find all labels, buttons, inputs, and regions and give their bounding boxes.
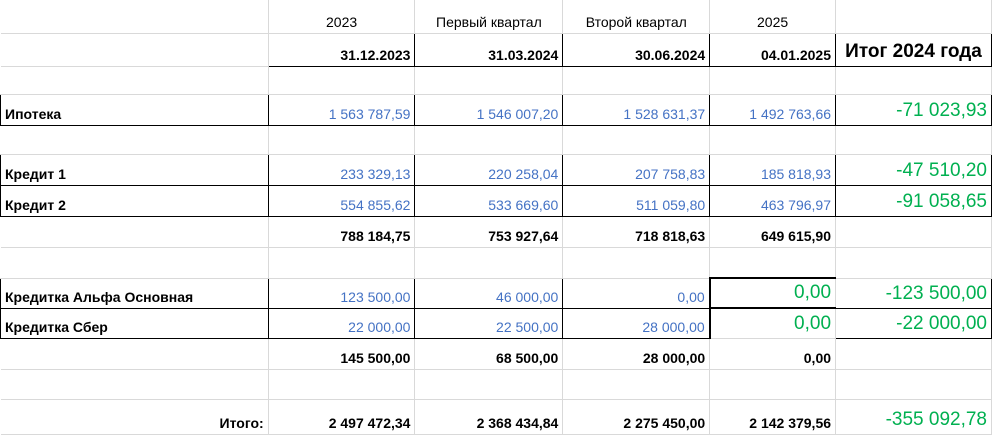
header-year-2023[interactable]: 2023: [268, 0, 416, 34]
subtotal-cell[interactable]: 788 184,75: [268, 216, 416, 248]
grand-total-cell[interactable]: 2 275 450,00: [562, 399, 711, 435]
row-label-card-alfa[interactable]: Кредитка Альфа Основная: [0, 277, 269, 309]
date-header[interactable]: 31.12.2023: [267, 32, 416, 67]
cell[interactable]: [0, 0, 269, 34]
grand-total-label[interactable]: Итого:: [0, 399, 269, 435]
row-label-credit-1[interactable]: Кредит 1: [0, 153, 269, 186]
grand-total-result[interactable]: -355 092,78: [835, 399, 992, 435]
cell[interactable]: [709, 66, 837, 95]
value-cell[interactable]: 533 669,60: [414, 184, 564, 217]
cell[interactable]: [0, 66, 269, 95]
value-cell[interactable]: 463 796,97: [709, 184, 837, 217]
cell[interactable]: [414, 369, 564, 400]
result-cell[interactable]: -22 000,00: [835, 307, 992, 339]
row-label-card-sber[interactable]: Кредитка Сбер: [0, 307, 269, 339]
date-header[interactable]: 30.06.2024: [562, 32, 711, 67]
result-cell[interactable]: -47 510,20: [835, 153, 992, 186]
subtotal-cell[interactable]: 753 927,64: [414, 216, 564, 248]
cell[interactable]: [835, 0, 992, 34]
value-cell[interactable]: 46 000,00: [414, 277, 564, 309]
cell[interactable]: [562, 247, 711, 279]
subtotal-cell[interactable]: 649 615,90: [709, 216, 837, 248]
cell[interactable]: [268, 247, 416, 279]
cell[interactable]: [835, 216, 992, 248]
value-cell-selected[interactable]: 0,00: [708, 277, 837, 309]
value-cell[interactable]: 207 758,83: [562, 153, 711, 186]
value-cell[interactable]: 123 500,00: [267, 277, 416, 309]
cell[interactable]: [709, 125, 837, 155]
cell[interactable]: [835, 247, 992, 279]
value-cell[interactable]: 0,00: [562, 277, 711, 309]
header-year-2025[interactable]: 2025: [709, 0, 837, 34]
cell[interactable]: [0, 247, 269, 279]
value-cell[interactable]: 22 500,00: [414, 307, 564, 339]
subtotal-cell[interactable]: 718 818,63: [562, 216, 711, 248]
value-cell[interactable]: 28 000,00: [562, 307, 711, 339]
value-cell[interactable]: 233 329,13: [267, 153, 416, 186]
value-cell[interactable]: 220 258,04: [414, 153, 564, 186]
cell[interactable]: [0, 369, 269, 400]
header-q2[interactable]: Второй квартал: [562, 0, 711, 34]
cell[interactable]: [562, 369, 711, 400]
subtotal-cell[interactable]: 68 500,00: [414, 338, 564, 370]
subtotal-cell[interactable]: 145 500,00: [268, 338, 416, 370]
cell[interactable]: [835, 369, 992, 400]
cell[interactable]: [0, 33, 269, 67]
value-cell[interactable]: 22 000,00: [267, 307, 416, 339]
result-cell[interactable]: -123 500,00: [835, 277, 992, 309]
value-cell[interactable]: 554 855,62: [267, 184, 416, 217]
grand-total-cell[interactable]: 2 497 472,34: [268, 399, 416, 435]
subtotal-cell[interactable]: 0,00: [709, 338, 837, 370]
cell[interactable]: [0, 125, 269, 155]
value-cell-selected[interactable]: 0,00: [708, 307, 837, 339]
cell[interactable]: [414, 247, 564, 279]
cell[interactable]: [414, 125, 564, 155]
cell[interactable]: [268, 125, 416, 155]
result-cell[interactable]: -71 023,93: [835, 93, 992, 126]
cell[interactable]: [562, 125, 711, 155]
value-cell[interactable]: 511 059,80: [562, 184, 711, 217]
cell[interactable]: [268, 369, 416, 400]
value-cell[interactable]: 1 563 787,59: [267, 93, 416, 126]
value-cell[interactable]: 1 546 007,20: [414, 93, 564, 126]
row-label-mortgage[interactable]: Ипотека: [0, 93, 269, 126]
cell[interactable]: [835, 338, 992, 370]
cell[interactable]: [268, 66, 416, 95]
cell[interactable]: [562, 66, 711, 95]
header-q1[interactable]: Первый квартал: [414, 0, 564, 34]
subtotal-cell[interactable]: 28 000,00: [562, 338, 711, 370]
cell[interactable]: [709, 369, 837, 400]
cell[interactable]: [835, 125, 992, 155]
cell[interactable]: [709, 247, 837, 279]
itog-header[interactable]: Итог 2024 года: [835, 32, 992, 67]
grand-total-cell[interactable]: 2 142 379,56: [709, 399, 837, 435]
value-cell[interactable]: 1 528 631,37: [562, 93, 711, 126]
cell[interactable]: [0, 338, 269, 370]
grand-total-cell[interactable]: 2 368 434,84: [414, 399, 564, 435]
date-header[interactable]: 04.01.2025: [709, 32, 837, 67]
result-cell[interactable]: -91 058,65: [835, 184, 992, 217]
value-cell[interactable]: 1 492 763,66: [709, 93, 837, 126]
date-header[interactable]: 31.03.2024: [414, 32, 564, 67]
cell[interactable]: [414, 66, 564, 95]
value-cell[interactable]: 185 818,93: [709, 153, 837, 186]
cell[interactable]: [0, 216, 269, 248]
cell[interactable]: [835, 66, 992, 95]
row-label-credit-2[interactable]: Кредит 2: [0, 184, 269, 217]
